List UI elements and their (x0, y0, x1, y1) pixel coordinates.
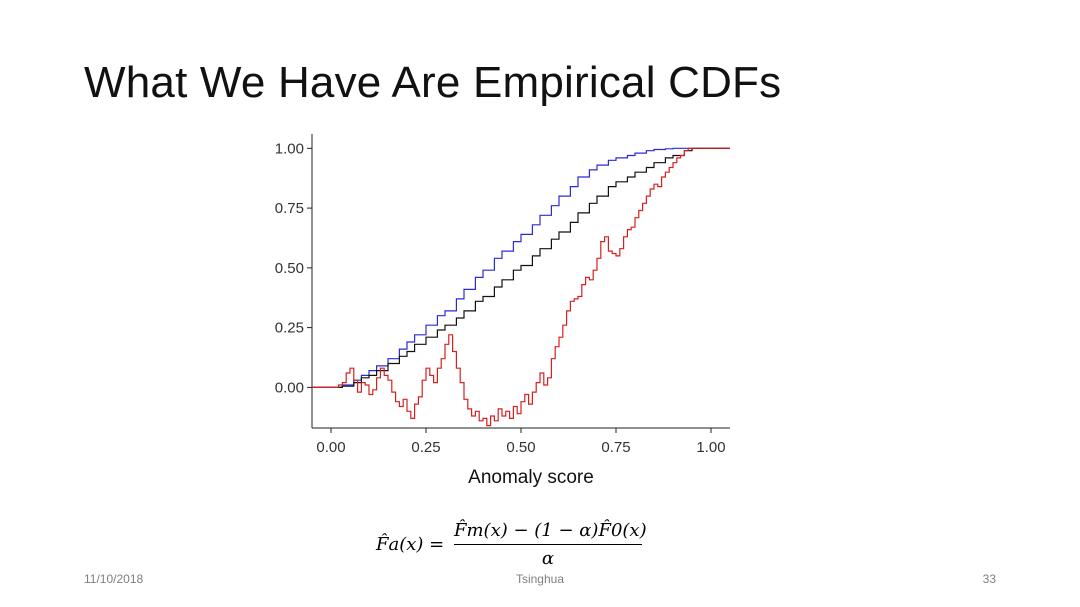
x-tick-label: 1.00 (696, 439, 725, 456)
formula-numerator: F̂m(x) − (1 − α)F̂0(x) (454, 520, 647, 541)
x-tick-label: 0.00 (316, 439, 345, 456)
y-tick-label: 0.50 (275, 260, 304, 277)
series-line-black (312, 147, 730, 388)
series-line-blue (312, 147, 730, 388)
series-line-red (312, 147, 730, 427)
formula-lhs: F̂a(x) = (376, 534, 445, 555)
y-tick-label: 0.75 (275, 200, 304, 217)
slide-title: What We Have Are Empirical CDFs (84, 58, 782, 107)
formula-fraction: F̂m(x) − (1 − α)F̂0(x) α (454, 520, 647, 569)
cdf-chart-svg: 0.00 0.25 0.50 0.75 1.00 0.00 0.25 0.50 0.75 1.00… (275, 134, 730, 488)
x-tick-label: 0.25 (411, 439, 440, 456)
page-number: 33 (982, 572, 996, 586)
y-tick-label: 0.00 (275, 379, 304, 396)
footer-center-text: Tsinghua (515, 572, 565, 586)
y-tick-label: 1.00 (275, 140, 304, 157)
x-tick-label: 0.75 (601, 439, 630, 456)
formula-fraction-bar (454, 544, 642, 545)
formula-denominator: α (541, 548, 555, 569)
formula: F̂a(x) = F̂m(x) − (1 − α)F̂0(x) α (376, 520, 676, 572)
cdf-chart: 0.00 0.25 0.50 0.75 1.00 0.00 0.25 0.50 0.75 1.00… (250, 122, 750, 502)
x-tick-label: 0.50 (506, 439, 535, 456)
y-tick-label: 0.25 (275, 320, 304, 337)
x-axis-label: Anomaly score (468, 467, 594, 488)
footer-date: 11/10/2018 (84, 572, 144, 586)
